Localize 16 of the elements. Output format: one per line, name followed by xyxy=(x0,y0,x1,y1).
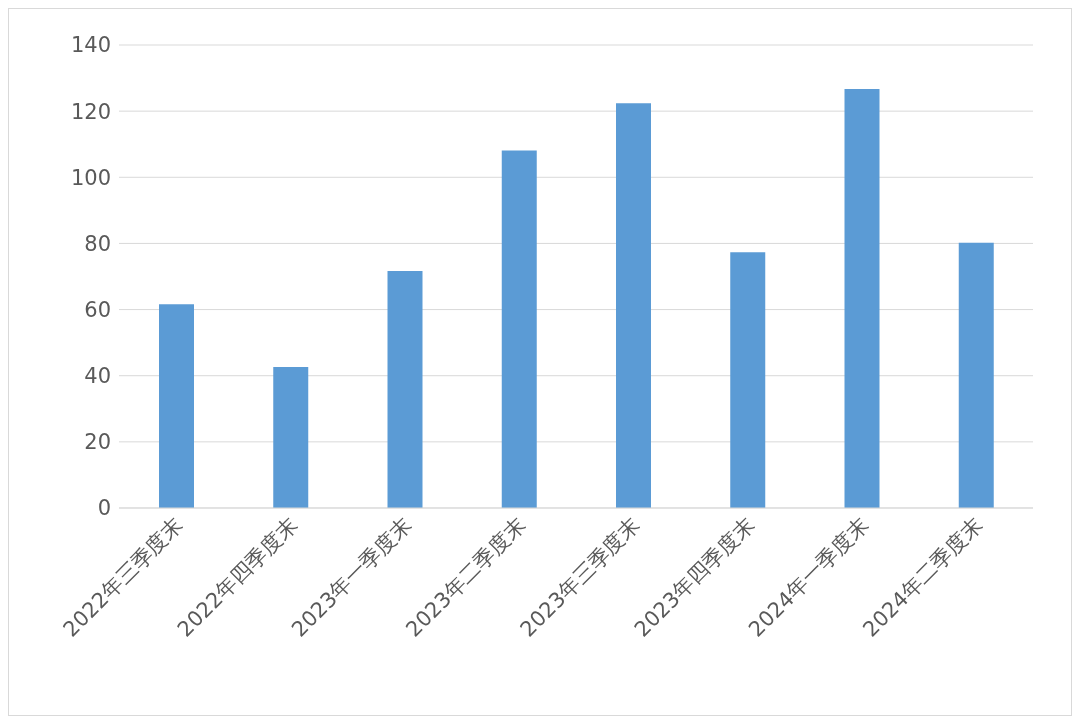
y-tick-label: 140 xyxy=(70,33,111,58)
y-tick-label: 80 xyxy=(84,231,111,256)
bar xyxy=(501,150,537,508)
y-tick-label: 20 xyxy=(84,430,111,455)
bar xyxy=(159,304,194,508)
bar xyxy=(958,242,994,508)
y-tick-label: 0 xyxy=(97,496,111,521)
bar xyxy=(844,88,880,508)
bar xyxy=(273,367,309,508)
y-tick-label: 100 xyxy=(70,165,111,190)
bar xyxy=(387,270,423,508)
y-tick-label: 60 xyxy=(84,298,111,323)
y-tick-label: 120 xyxy=(70,99,111,124)
y-tick-label: 40 xyxy=(84,364,111,389)
bar xyxy=(616,103,651,508)
bar xyxy=(730,252,766,508)
